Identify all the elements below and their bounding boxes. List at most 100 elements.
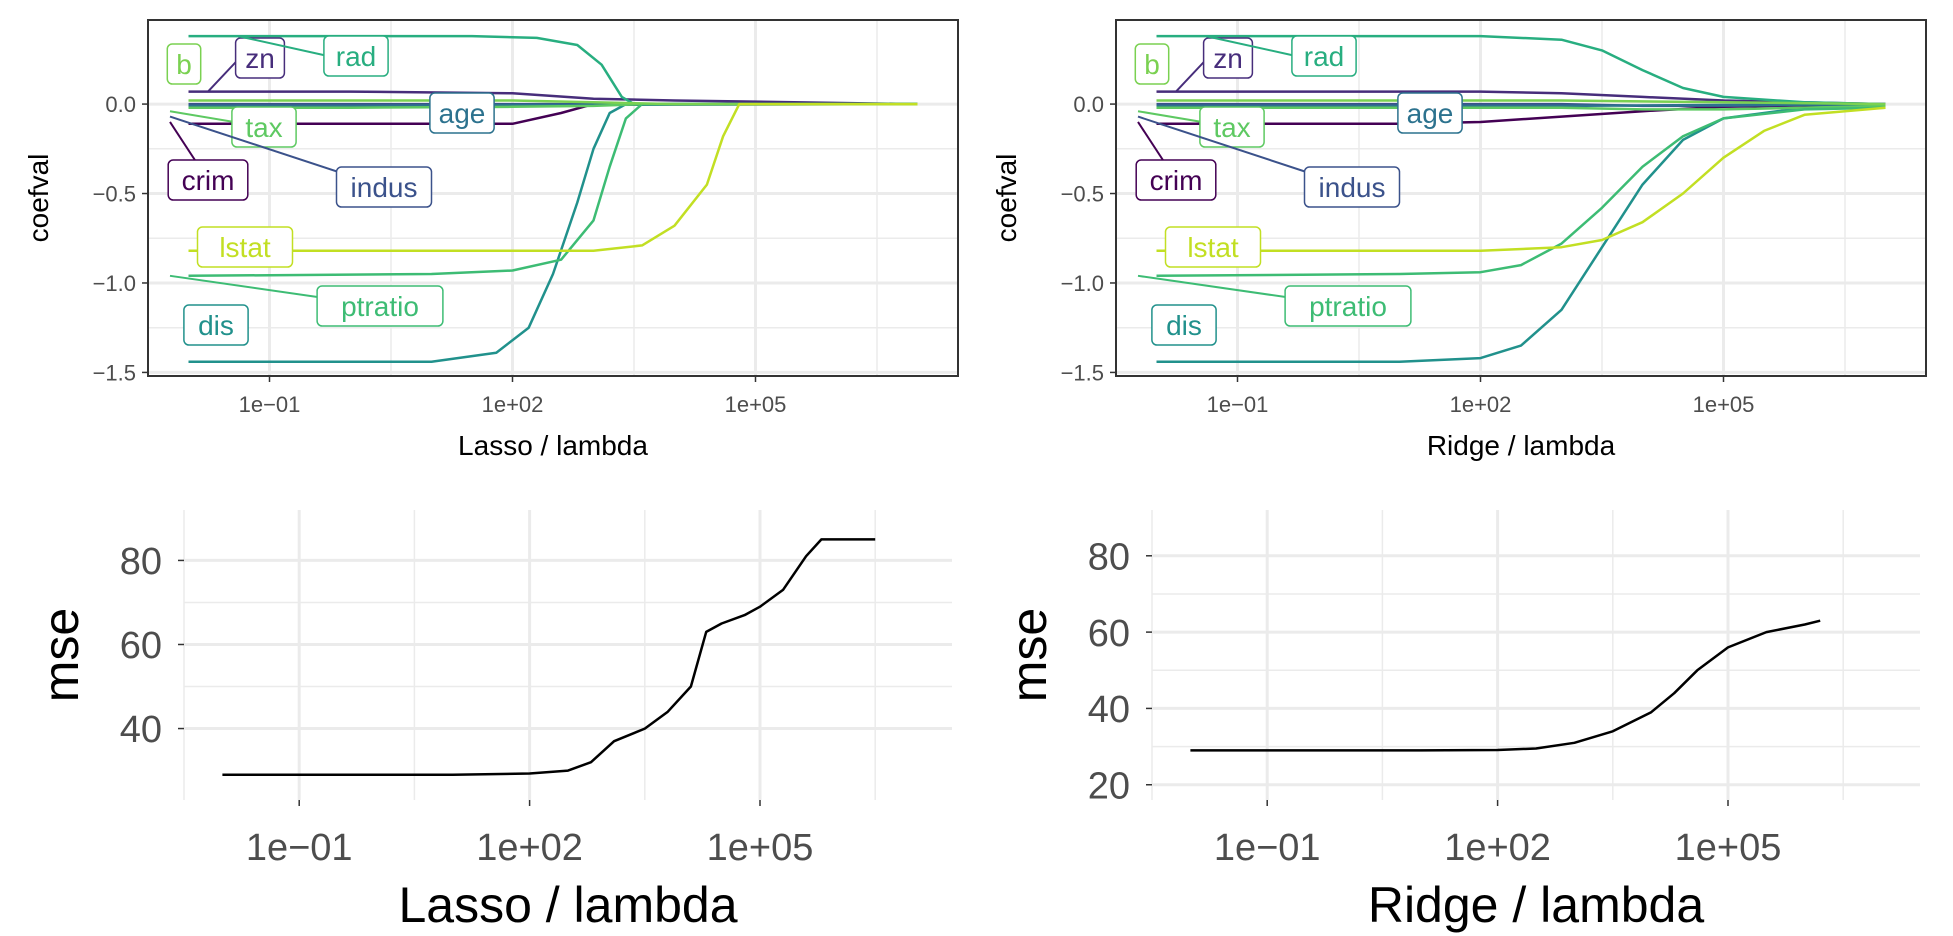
x-axis-title: Lasso / lambda [398,877,737,933]
series-line-rad [1156,34,1886,106]
data-label-indus: indus [351,172,418,203]
data-label-zn: zn [245,43,275,74]
x-tick-label: 1e+02 [1450,392,1512,417]
data-label-dis: dis [198,310,234,341]
data-label-b: b [1144,49,1160,80]
panel-4: 1e−01 1e+02 1e+05 80 60 40 20 Ridge / lambda mse [1001,510,1920,933]
y-tick-label: 80 [1088,536,1130,578]
x-tick-label: 1e−01 [239,392,301,417]
x-axis-title: Lasso / lambda [458,430,648,461]
x-tick-label: 1e+02 [476,827,583,869]
series-line-b [188,99,918,106]
plot-background [1152,510,1920,800]
label-box-b [166,43,202,85]
label-box-b [1134,43,1170,85]
label-box-indus [1303,166,1401,208]
y-axis-title: mse [33,608,89,702]
label-leader-line [237,35,329,57]
data-label-age: age [1407,98,1454,129]
x-tick-label: 1e+05 [707,827,814,869]
y-tick-label: 60 [120,625,162,667]
x-tick-label: 1e−01 [246,827,353,869]
data-label-lstat: lstat [219,232,271,263]
y-tick-label: −1.5 [93,360,136,385]
label-box-crim [1135,159,1217,201]
data-label-dis: dis [1166,310,1202,341]
series-line-ptratio [1156,106,1886,278]
x-tick-label: 1e+05 [1675,827,1782,869]
x-tick-label: 1e−01 [1207,392,1269,417]
data-label-tax: tax [1213,112,1250,143]
y-tick-label: 40 [1088,689,1130,731]
data-label-rad: rad [336,41,376,72]
label-leader-line [207,57,241,93]
label-leader-line [1175,57,1209,93]
series-line-tax [1156,104,1886,111]
y-tick-label: 0.0 [105,92,136,117]
label-box-dis [1151,304,1217,346]
series-line-zn [1156,90,1886,106]
y-tick-label: −1.0 [93,271,136,296]
plot-background [148,20,958,376]
data-label-ptratio: ptratio [341,291,419,322]
data-label-indus: indus [1319,172,1386,203]
label-box-dis [183,304,249,346]
y-tick-label: 60 [1088,613,1130,655]
series-line-mse [1190,619,1821,752]
x-tick-label: 1e+05 [725,392,787,417]
data-label-age: age [439,98,486,129]
y-axis-title: coefval [991,154,1022,243]
data-label-crim: crim [182,165,235,196]
y-tick-label: 0.0 [1073,92,1104,117]
y-tick-label: −0.5 [93,181,136,206]
data-label-lstat: lstat [1187,232,1239,263]
x-tick-label: 1e+02 [1444,827,1551,869]
data-label-crim: crim [1150,165,1203,196]
x-tick-label: 1e+02 [482,392,544,417]
x-axis-title: Ridge / lambda [1368,877,1704,933]
series-line-dis [188,102,918,363]
series-line-ptratio [188,102,918,278]
x-axis-title: Ridge / lambda [1427,430,1616,461]
panel-3: 1e−01 1e+02 1e+05 80 60 40 Lasso / lambda mse [33,510,952,933]
y-axis-title: mse [1001,608,1057,702]
series-line-b [1156,99,1886,106]
y-tick-label: 40 [120,709,162,751]
y-tick-label: −1.0 [1061,271,1104,296]
series-line-mse [222,538,876,777]
y-tick-label: 20 [1088,765,1130,807]
label-box-rad [1291,35,1357,77]
data-label-b: b [176,49,192,80]
label-box-ptratio [1284,285,1412,327]
plot-background [1116,20,1926,376]
label-box-rad [323,35,389,77]
y-tick-label: −1.5 [1061,360,1104,385]
series-line-lstat [1156,106,1886,253]
data-label-zn: zn [1213,43,1243,74]
label-box-zn [234,37,286,79]
panel-1: b zn rad tax age crim indus lstat ptratio dis 1e−0… [23,19,959,461]
panel-border [147,19,959,377]
label-box-age [1397,92,1463,134]
x-tick-label: 1e+05 [1693,392,1755,417]
data-label-tax: tax [245,112,282,143]
series-line-lstat [188,102,918,253]
y-tick-label: −0.5 [1061,181,1104,206]
label-box-lstat [1164,226,1262,268]
label-box-indus [335,166,433,208]
label-box-lstat [196,226,294,268]
label-leader-line [1205,35,1297,57]
series-line-zn [188,90,918,106]
data-label-ptratio: ptratio [1309,291,1387,322]
y-tick-label: 80 [120,541,162,583]
series-line-rad [188,34,918,106]
plot-background [184,510,952,800]
series-line-age [1156,102,1886,108]
panel-2: b zn rad tax age crim indus lstat ptratio dis 1e−0… [991,19,1927,461]
y-axis-title: coefval [23,154,54,243]
label-box-age [429,92,495,134]
panel-border [1115,19,1927,377]
label-box-crim [167,159,249,201]
label-box-ptratio [316,285,444,327]
